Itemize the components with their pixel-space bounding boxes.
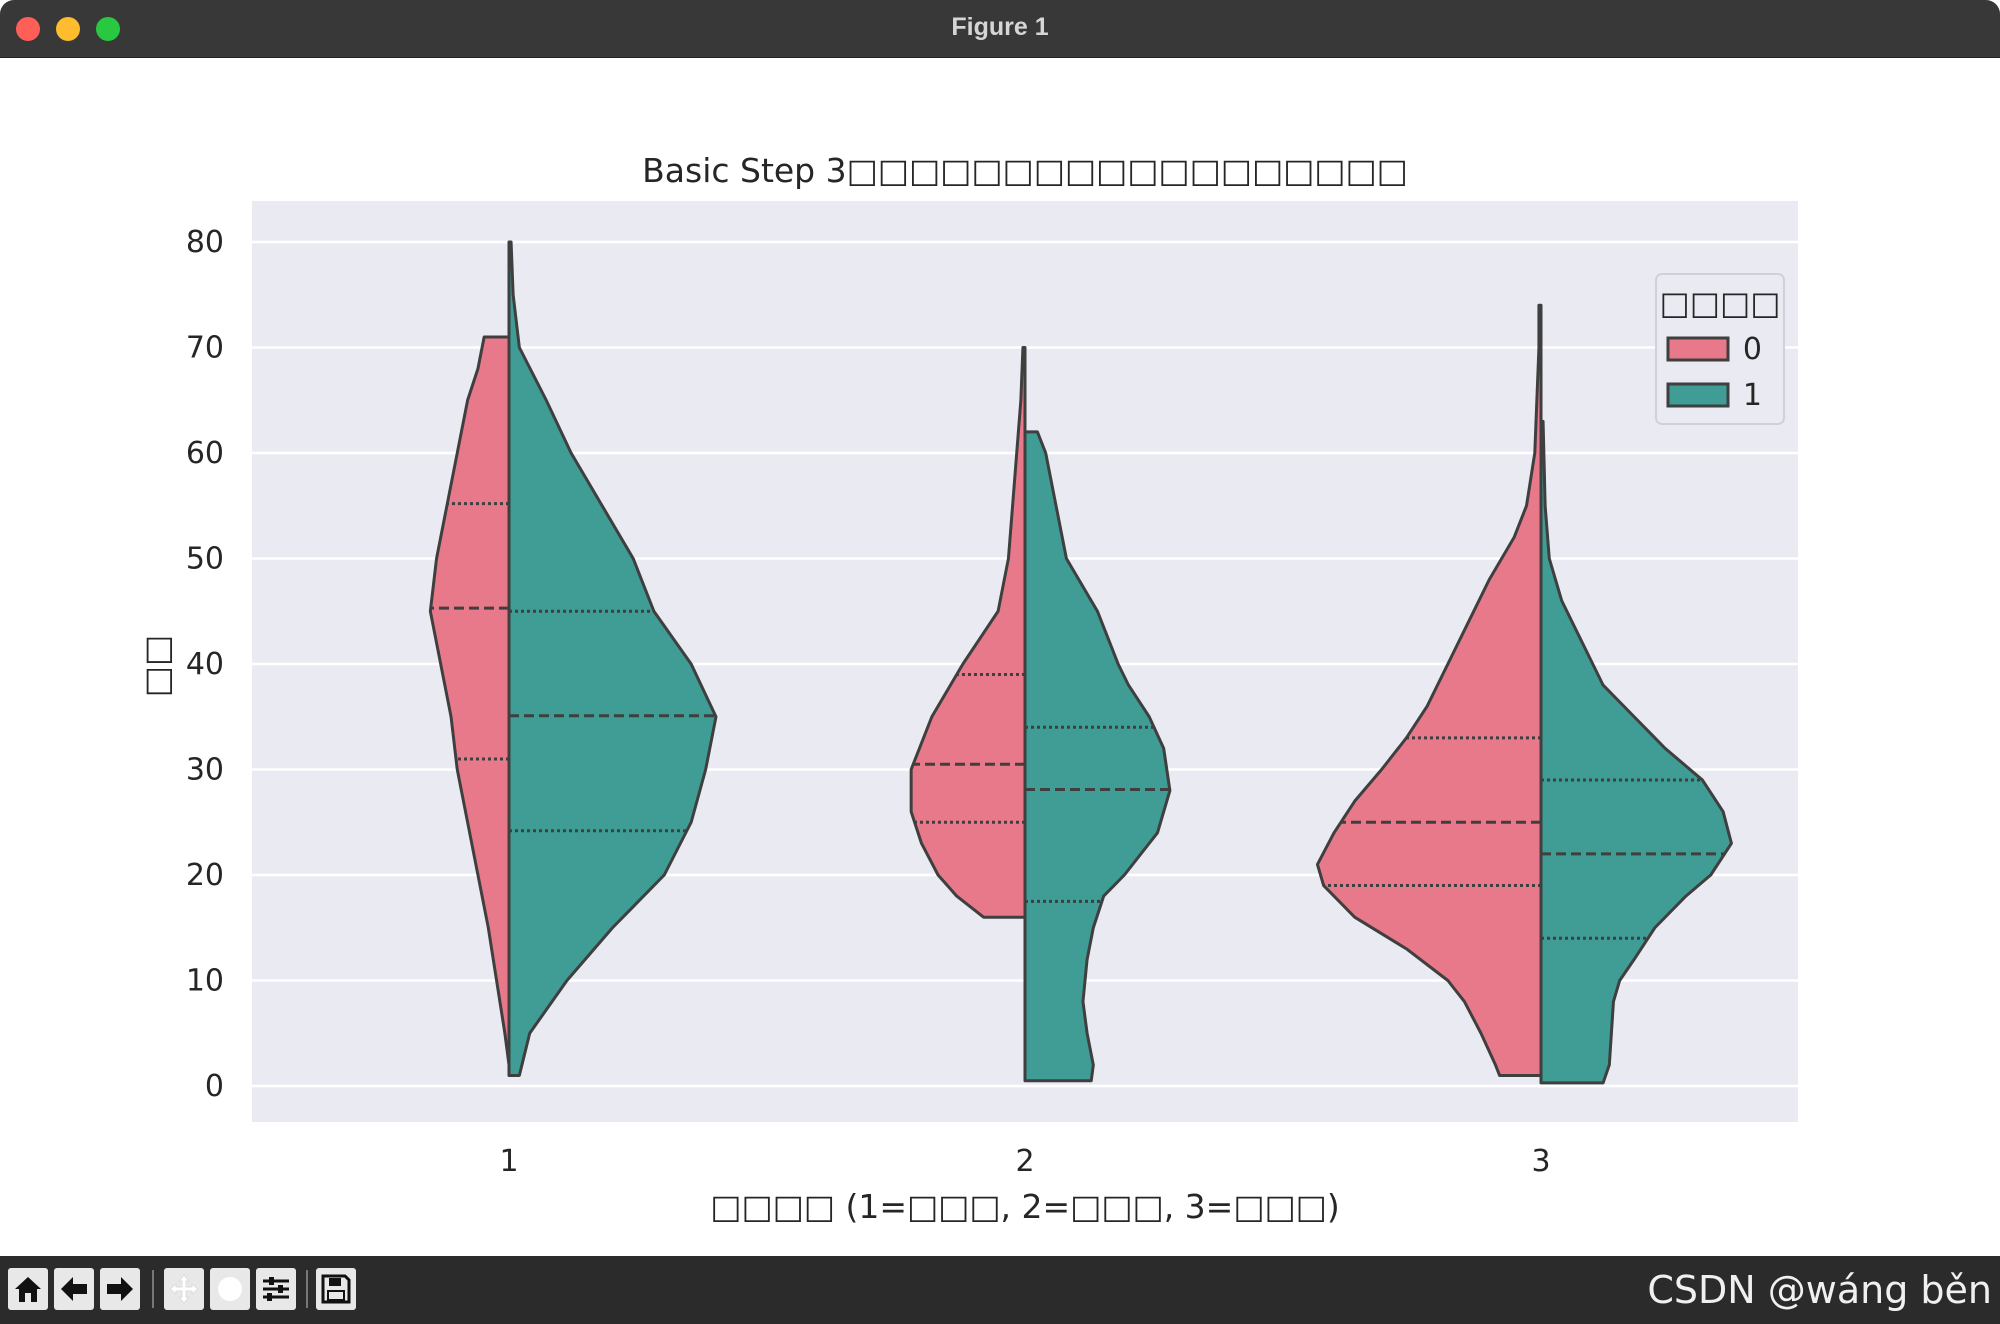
watermark: CSDN @wáng běn [1647, 1268, 1992, 1312]
close-window-button[interactable] [16, 17, 40, 41]
y-axis-label: □□ [137, 635, 176, 697]
violin-3-hue-1 [1539, 419, 1733, 1085]
zoom-icon [218, 1277, 242, 1301]
window-titlebar: Figure 1 [0, 0, 2000, 58]
y-tick-label: 20 [186, 858, 224, 893]
violin-2-hue-1 [1023, 430, 1172, 1083]
forward-icon [107, 1277, 133, 1301]
back-icon [61, 1277, 87, 1301]
y-tick-label: 10 [186, 964, 224, 999]
y-tick-label: 50 [186, 542, 224, 577]
x-axis-label: □□□□ (1=□□□, 2=□□□, 3=□□□) [710, 1187, 1339, 1226]
save-button[interactable] [316, 1268, 356, 1310]
x-tick-label: 2 [1015, 1144, 1034, 1179]
legend-swatch [1666, 336, 1730, 362]
configure-subplots-button[interactable] [256, 1268, 296, 1310]
legend-label: 1 [1743, 378, 1762, 413]
matplotlib-toolbar: CSDN @wáng běn [0, 1256, 2000, 1324]
save-icon [321, 1274, 351, 1304]
x-tick-label: 1 [499, 1144, 518, 1179]
window-title: Figure 1 [951, 13, 1049, 41]
back-button[interactable] [54, 1268, 94, 1310]
violin-1-hue-0 [428, 335, 511, 1067]
x-tick-label: 3 [1531, 1144, 1550, 1179]
y-tick-label: 80 [186, 225, 224, 260]
toolbar-separator [152, 1270, 154, 1308]
forward-button[interactable] [100, 1268, 140, 1310]
y-tick-label: 0 [205, 1069, 224, 1104]
violin-3-hue-0 [1315, 303, 1543, 1077]
legend-swatch [1666, 382, 1730, 408]
chart-title: Basic Step 3□□□□□□□□□□□□□□□□□□ [642, 151, 1408, 190]
y-tick-label: 30 [186, 753, 224, 788]
violin-2-hue-0 [909, 346, 1027, 919]
pan-button[interactable] [164, 1268, 204, 1310]
zoom-button[interactable] [210, 1268, 250, 1310]
y-tick-label: 60 [186, 436, 224, 471]
pan-icon [169, 1274, 199, 1304]
legend-label: 0 [1743, 332, 1762, 367]
home-button[interactable] [8, 1268, 48, 1310]
figure-canvas: 0 10 20 30 40 50 60 70 80 1 2 3 Basic Step 3□□□□□□□□… [0, 58, 2000, 1256]
maximize-window-button[interactable] [96, 17, 120, 41]
minimize-window-button[interactable] [56, 17, 80, 41]
configure-subplots-icon [263, 1277, 289, 1301]
violin-1-hue-1 [507, 240, 718, 1077]
home-icon [15, 1277, 41, 1302]
y-tick-label: 70 [186, 331, 224, 366]
legend-title: □□□□ [1660, 284, 1781, 322]
y-tick-label: 40 [186, 647, 224, 682]
toolbar-separator [306, 1270, 308, 1308]
